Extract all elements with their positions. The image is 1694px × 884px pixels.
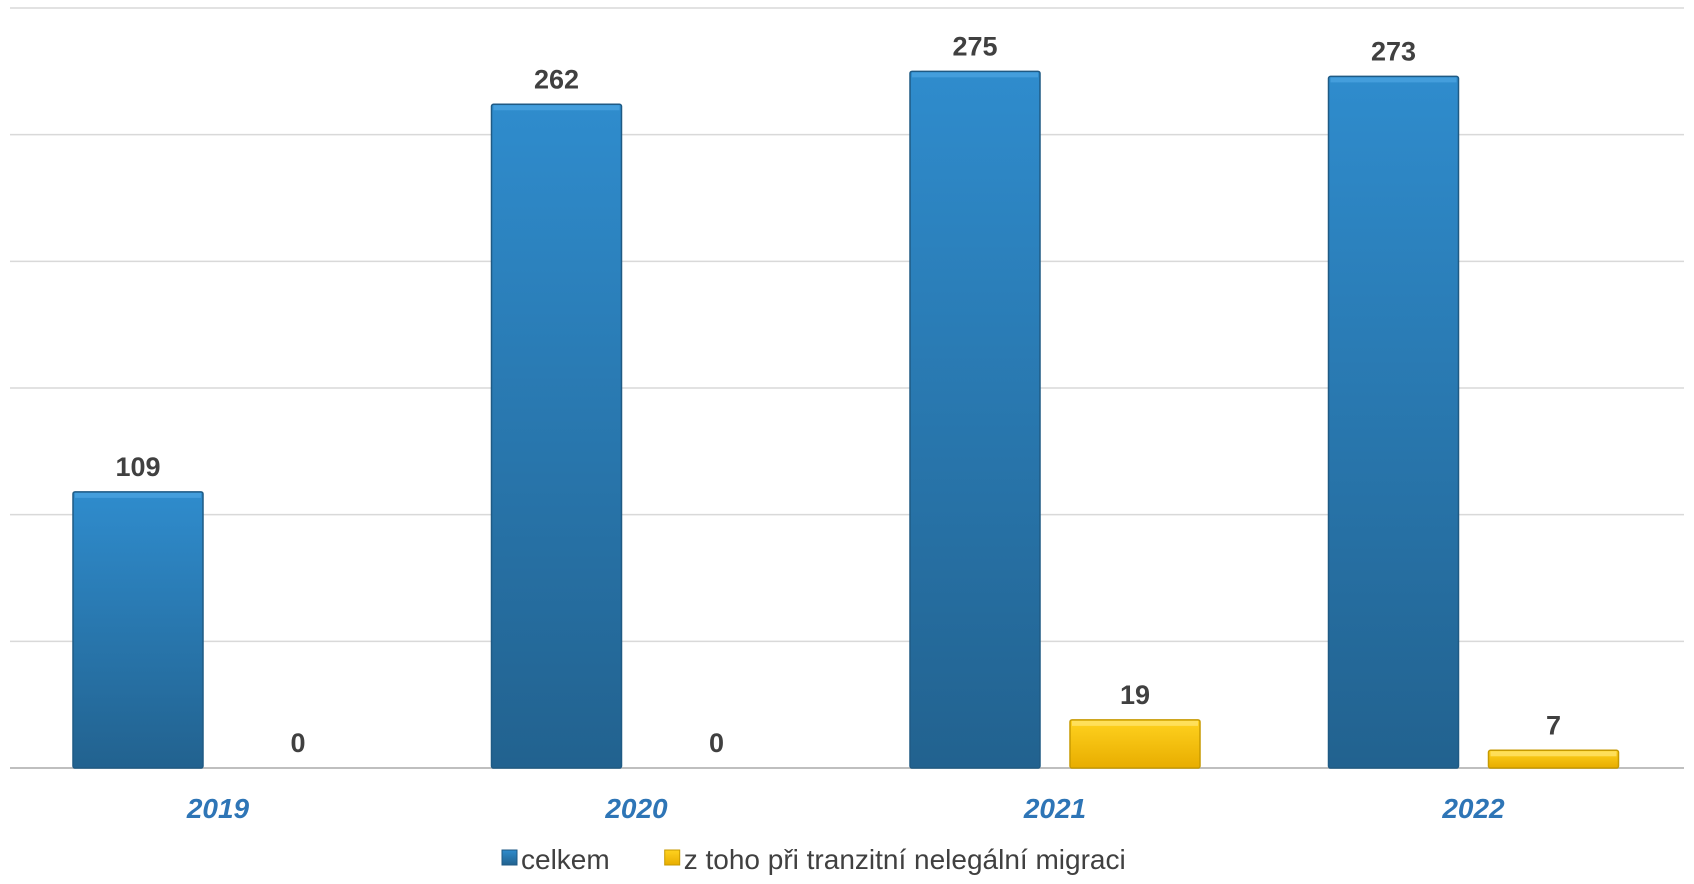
data-label: 262 [534, 64, 579, 94]
bar-tranzit-2021 [1069, 719, 1201, 769]
legend-label: z toho při tranzitní nelegální migraci [684, 844, 1126, 875]
x-tick-label: 2020 [604, 793, 668, 824]
bar-bevel [1490, 751, 1617, 757]
bar-celkem-2020 [490, 103, 623, 769]
data-label: 0 [290, 728, 305, 758]
legend-swatch [501, 849, 518, 866]
x-tick-label: 2019 [186, 793, 250, 824]
bar-bevel [1072, 720, 1198, 726]
data-label: 273 [1371, 36, 1416, 66]
data-label: 109 [115, 452, 160, 482]
x-tick-label: 2022 [1441, 793, 1505, 824]
bar-celkem-2022 [1327, 75, 1460, 769]
data-label: 19 [1120, 680, 1150, 710]
bars [72, 70, 1620, 769]
bar-celkem-2019 [72, 491, 204, 769]
bar-bevel [912, 72, 1038, 78]
bar-bevel [1330, 77, 1457, 83]
bar-bevel [75, 492, 201, 498]
legend-swatch [664, 849, 681, 866]
bar-bevel [493, 105, 620, 111]
legend: celkem z toho při tranzitní nelegální mig… [501, 844, 1126, 875]
data-label: 275 [952, 31, 997, 61]
bar-celkem-2021 [909, 70, 1041, 769]
data-label: 7 [1546, 710, 1561, 740]
data-labels: 109 0 262 0 275 19 273 7 [115, 31, 1561, 758]
data-label: 0 [709, 728, 724, 758]
x-tick-label: 2021 [1023, 793, 1086, 824]
x-axis-ticks: 2019 2020 2021 2022 [186, 793, 1505, 824]
legend-label: celkem [521, 844, 610, 875]
